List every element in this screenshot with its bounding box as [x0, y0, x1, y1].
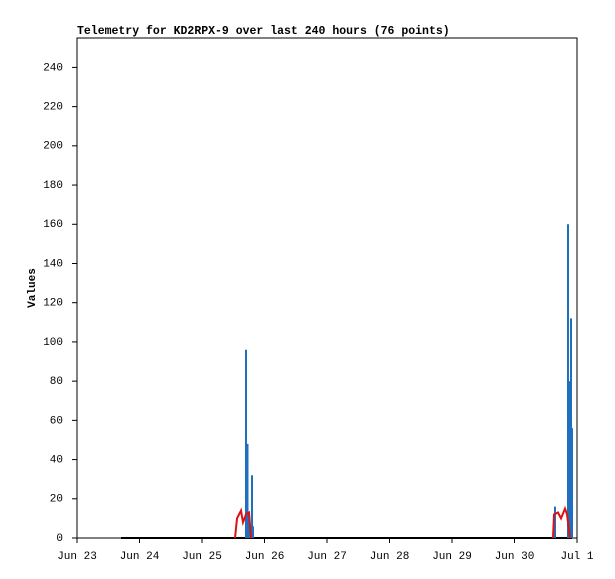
y-tick-label: 160: [43, 219, 63, 231]
x-tick-label: Jun 25: [182, 551, 222, 563]
y-tick-label: 80: [50, 376, 63, 388]
y-tick-label: 0: [56, 533, 63, 545]
x-tick-label: Jun 26: [245, 551, 285, 563]
y-tick-label: 100: [43, 337, 63, 349]
y-tick-label: 200: [43, 141, 63, 153]
x-tick-label: Jun 30: [495, 551, 535, 563]
y-tick-label: 180: [43, 180, 63, 192]
y-axis-label: Values: [27, 268, 39, 308]
y-tick-label: 20: [50, 494, 63, 506]
x-tick-label: Jun 24: [120, 551, 160, 563]
x-tick-label: Jun 29: [432, 551, 472, 563]
chart-title: Telemetry for KD2RPX-9 over last 240 hou…: [77, 25, 450, 38]
y-tick-label: 220: [43, 102, 63, 114]
series-line: [234, 505, 571, 539]
x-tick-label: Jun 23: [57, 551, 97, 563]
y-tick-label: 40: [50, 454, 63, 466]
y-tick-label: 60: [50, 415, 63, 427]
x-tick-label: Jul 1: [560, 551, 593, 563]
y-tick-label: 140: [43, 258, 63, 270]
plot-frame: [76, 37, 578, 539]
x-tick-label: Jun 28: [370, 551, 410, 563]
x-tick-label: Jun 27: [307, 551, 347, 563]
y-tick-label: 120: [43, 298, 63, 310]
y-tick-label: 240: [43, 62, 63, 74]
